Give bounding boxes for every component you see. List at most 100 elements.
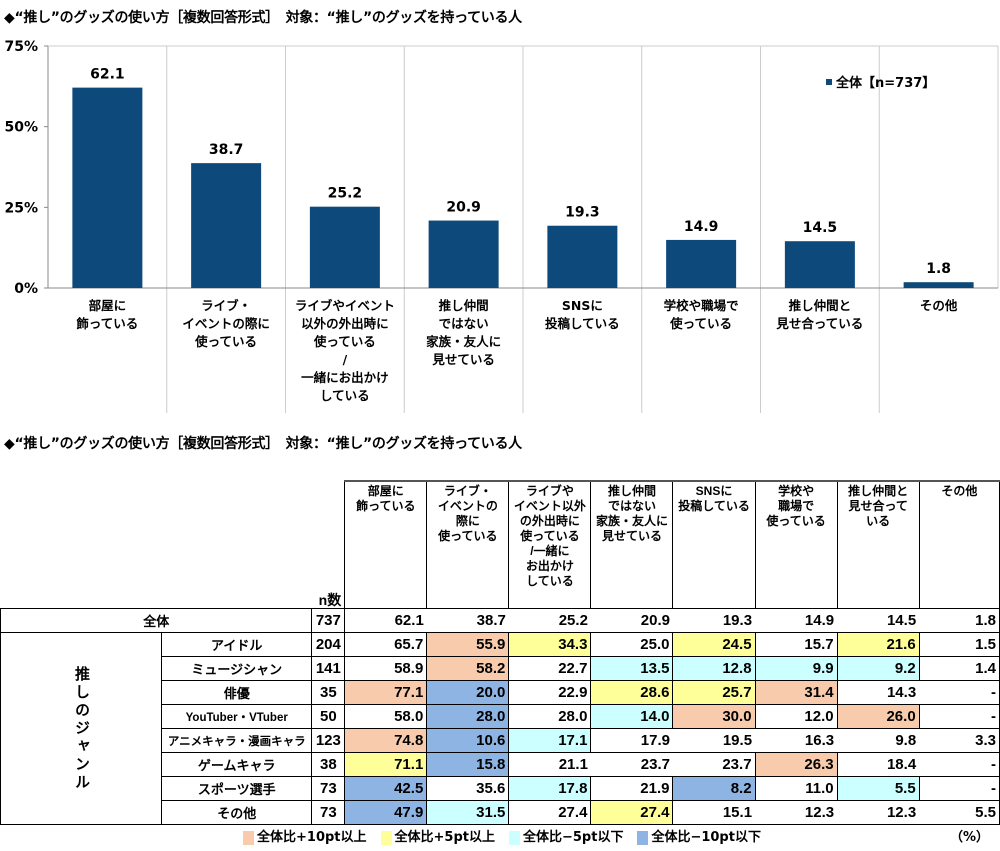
column-header: SNSに 投稿している xyxy=(672,480,756,609)
cell-value: 1.5 xyxy=(918,632,1000,657)
cell-value: 22.9 xyxy=(508,680,591,705)
cell-value: 55.9 xyxy=(426,632,509,657)
cell-value: 15.8 xyxy=(426,752,509,777)
cell-value: 1.8 xyxy=(919,608,1000,633)
cell-value: 47.9 xyxy=(344,800,427,825)
bar xyxy=(191,163,262,288)
cell-value: 14.5 xyxy=(837,608,920,633)
cell-value: 21.6 xyxy=(836,632,920,657)
n-value: 50 xyxy=(311,704,346,729)
cell-value: 19.5 xyxy=(672,728,756,753)
row-label: アイドル xyxy=(160,632,313,657)
legend-swatch xyxy=(637,830,649,845)
bar xyxy=(428,220,499,288)
table-row: その他 73 47.9 31.5 27.4 27.4 15.1 12.3 12.3 5.5 xyxy=(1,800,1000,825)
cell-value: 21.9 xyxy=(590,776,673,801)
n-value: 35 xyxy=(311,680,346,705)
cell-value: - xyxy=(918,704,1000,729)
cell-value: 27.4 xyxy=(590,800,673,825)
column-header: その他 xyxy=(918,480,1000,609)
cell-value: 34.3 xyxy=(508,632,591,657)
row-label: YouTuber・VTuber xyxy=(160,704,313,729)
category-label: その他 xyxy=(920,298,958,313)
unit-label: （%） xyxy=(950,830,990,845)
cell-value: 12.3 xyxy=(837,800,920,825)
category-label: SNSに投稿している xyxy=(545,298,620,331)
n-value: 204 xyxy=(311,632,346,657)
row-label: 俳優 xyxy=(160,680,313,705)
row-label: アニメキャラ・漫画キャラ xyxy=(160,728,313,753)
data-label: 20.9 xyxy=(446,200,481,216)
cell-value: 13.5 xyxy=(590,656,673,681)
table-row: YouTuber・VTuber 50 58.0 28.0 28.0 14.0 30.0 12.… xyxy=(1,704,1000,729)
bar-chart: 0% 25% 50% 75% 62.1 部屋に飾っている 38.7 ライブ・イベントの際に使っ… xyxy=(4,39,999,413)
row-label: 全体 xyxy=(0,608,313,633)
cell-value: 77.1 xyxy=(344,680,427,705)
cell-value: 21.1 xyxy=(508,752,591,777)
legend-label: 全体比+5pt以上 xyxy=(394,830,495,845)
cell-value: 28.6 xyxy=(590,680,673,705)
bar xyxy=(666,239,737,288)
cell-value: 1.4 xyxy=(918,656,1000,681)
cell-value: 42.5 xyxy=(344,776,427,801)
cell-value: 17.8 xyxy=(508,776,591,801)
cell-value: 31.5 xyxy=(426,800,509,825)
cell-value: 58.9 xyxy=(344,656,427,681)
legend-swatch xyxy=(380,830,392,845)
cell-value: 11.0 xyxy=(754,776,838,801)
cell-value: - xyxy=(919,752,1000,777)
cell-value: 26.3 xyxy=(754,752,838,777)
legend-swatch xyxy=(508,830,520,845)
column-header: ライブ・ イベントの 際に 使っている xyxy=(426,480,510,609)
cell-value: 14.9 xyxy=(755,608,838,633)
legend-item: 全体比+10pt以上 xyxy=(243,826,367,845)
cell-value: 20.0 xyxy=(426,680,509,705)
bar xyxy=(309,206,380,288)
legend-label: 全体比+10pt以上 xyxy=(257,830,367,845)
cell-value: 58.2 xyxy=(426,656,509,681)
cell-value: - xyxy=(918,776,1000,801)
cell-value: 62.1 xyxy=(344,608,427,633)
legend-label: 全体比−5pt以下 xyxy=(522,830,624,845)
cell-value: 15.7 xyxy=(754,632,838,657)
cell-value: 25.7 xyxy=(672,680,756,705)
cell-value: 5.5 xyxy=(836,776,920,801)
n-header: n数 xyxy=(311,481,345,609)
chart-title: ◆“推し”のグッズの使い方［複数回答形式］ 対象：“推し”のグッズを持っている人 xyxy=(4,10,522,26)
cell-value: 71.1 xyxy=(344,752,427,777)
data-label: 1.8 xyxy=(926,261,951,277)
bar xyxy=(903,282,974,288)
cell-value: 28.0 xyxy=(426,704,509,729)
cell-value: 14.3 xyxy=(836,680,920,705)
cell-value: 25.2 xyxy=(508,608,591,633)
y-tick-label: 0% xyxy=(14,281,38,297)
column-header: 部屋に 飾っている xyxy=(344,480,428,609)
column-header: 推し仲間 ではない 家族・友人に 見せている xyxy=(590,480,674,609)
data-label: 19.3 xyxy=(565,205,600,221)
cell-value: 27.4 xyxy=(508,800,591,825)
data-table: n数 部屋に 飾っている ライブ・ イベントの 際に 使っている ライブや イベント以… xyxy=(0,480,1000,825)
cell-value: 74.8 xyxy=(344,728,427,753)
cell-value: 28.0 xyxy=(508,704,591,729)
column-header: 推し仲間と 見せ合って いる xyxy=(836,480,920,609)
data-label: 25.2 xyxy=(328,186,363,202)
column-header: 学校や 職場で 使っている xyxy=(754,480,838,609)
cell-value: 58.0 xyxy=(344,704,427,729)
cell-value: 22.7 xyxy=(508,656,591,681)
y-tick-label: 75% xyxy=(4,39,38,55)
cell-value: 9.9 xyxy=(754,656,838,681)
cell-value: 25.0 xyxy=(590,632,673,657)
cell-value: 30.0 xyxy=(672,704,756,729)
cell-value: 12.0 xyxy=(754,704,838,729)
group-label: 推しのジャンル xyxy=(0,632,162,825)
cell-value: 23.7 xyxy=(590,752,673,777)
bar xyxy=(72,87,143,289)
category-label: ライブやイベント以外の外出時に使っている/一緒にお出かけしている xyxy=(295,298,395,403)
legend-item: 全体比−10pt以下 xyxy=(637,826,761,845)
bar xyxy=(547,225,618,288)
data-label: 38.7 xyxy=(209,142,244,158)
cell-value: 18.4 xyxy=(836,752,920,777)
n-value: 141 xyxy=(311,656,346,681)
legend-label: 全体【n=737】 xyxy=(835,75,935,91)
